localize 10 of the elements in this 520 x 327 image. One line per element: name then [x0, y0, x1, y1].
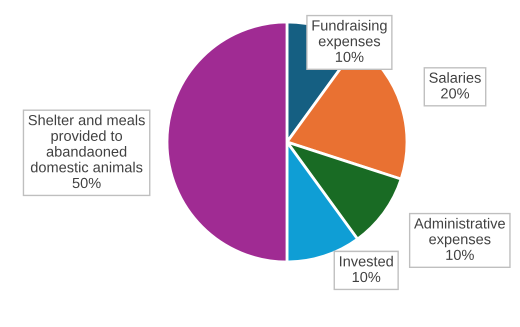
- slice-label: Shelter and meals provided to abandaoned domestic animals: [28, 114, 145, 172]
- slice-label: Salaries: [429, 72, 481, 83]
- slice-label: Administrative expenses: [414, 218, 505, 248]
- data-label: 10%: [352, 272, 380, 282]
- data-label: 20%: [441, 88, 470, 99]
- slice-label: Invested: [340, 256, 393, 266]
- data-label: 10%: [336, 52, 364, 62]
- data-label: 50%: [72, 178, 101, 188]
- data-label: 10%: [446, 250, 474, 260]
- slice-label: Fundraising expenses: [312, 20, 387, 50]
